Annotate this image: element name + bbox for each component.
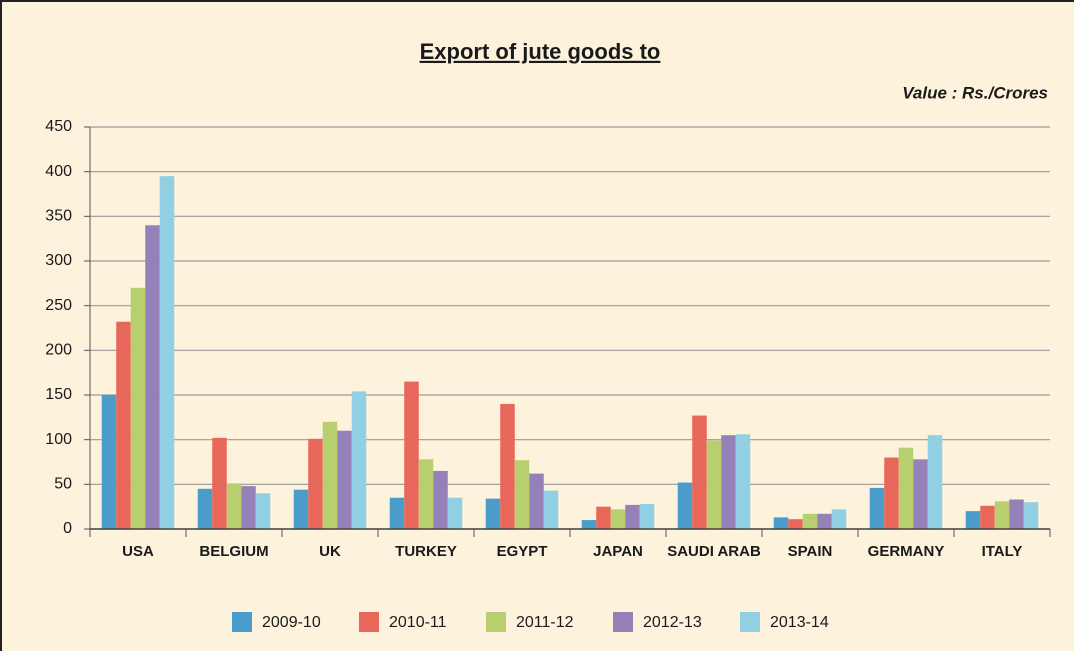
bar [721, 435, 736, 529]
x-tick-label: JAPAN [593, 543, 643, 560]
bar [913, 459, 928, 529]
y-tick-label: 450 [45, 118, 72, 135]
bar [130, 287, 146, 529]
bar [241, 486, 256, 529]
bar [308, 438, 323, 529]
legend-swatch [740, 612, 760, 632]
legend-swatch [613, 612, 633, 632]
y-tick-label: 350 [45, 208, 72, 225]
bar [337, 430, 352, 529]
y-tick-label: 300 [45, 252, 72, 269]
bar [994, 501, 1010, 529]
y-tick-label: 50 [54, 476, 72, 493]
legend-swatch [232, 612, 252, 632]
bar [735, 434, 751, 529]
y-tick-label: 100 [45, 431, 72, 448]
bar [788, 519, 803, 529]
bar [116, 321, 131, 529]
bar [514, 460, 530, 529]
legend-label: 2010-11 [389, 614, 447, 631]
bar [389, 497, 405, 529]
bar [1009, 499, 1024, 529]
bar [212, 437, 227, 529]
x-tick-label: TURKEY [395, 543, 457, 560]
bar [226, 483, 242, 529]
bar [817, 513, 832, 529]
bar [101, 395, 117, 529]
bar [197, 488, 213, 529]
bar [980, 505, 995, 529]
x-tick-label: ITALY [982, 543, 1023, 560]
x-tick-label: SAUDI ARAB [667, 543, 761, 560]
x-tick-label: GERMANY [868, 543, 945, 560]
bar [322, 421, 338, 529]
y-tick-label: 250 [45, 297, 72, 314]
legend-swatch [486, 612, 506, 632]
bar [255, 493, 271, 529]
y-tick-label: 0 [63, 520, 72, 537]
bar [351, 391, 367, 529]
bar [927, 435, 943, 529]
bar [773, 517, 789, 529]
y-tick-label: 200 [45, 342, 72, 359]
legend-swatch [359, 612, 379, 632]
bar [831, 509, 847, 529]
legend-label: 2012-13 [643, 614, 702, 631]
bar [145, 225, 160, 529]
bar [965, 511, 981, 529]
x-tick-label: BELGIUM [199, 543, 268, 560]
bar [529, 473, 544, 529]
bar [639, 503, 655, 529]
subtitle: Value : Rs./Crores [902, 83, 1048, 102]
bar [706, 440, 722, 529]
legend-label: 2013-14 [770, 614, 829, 631]
legend-label: 2009-10 [262, 614, 321, 631]
bar [500, 403, 515, 529]
bar [692, 415, 707, 529]
bar [581, 520, 597, 529]
bar [418, 459, 434, 529]
x-tick-label: SPAIN [788, 543, 833, 560]
bar [404, 381, 419, 529]
bar [625, 504, 640, 529]
x-tick-label: EGYPT [497, 543, 548, 560]
bar [159, 176, 175, 529]
bar [1023, 502, 1039, 529]
bar [869, 487, 885, 529]
bar [898, 447, 914, 529]
bar [485, 498, 501, 529]
bar [802, 513, 818, 529]
x-tick-label: UK [319, 543, 341, 560]
bar [610, 509, 626, 529]
bar [433, 470, 448, 529]
legend-label: 2011-12 [516, 614, 574, 631]
chart-title: Export of jute goods to [420, 39, 661, 64]
bar [596, 506, 611, 529]
y-tick-label: 400 [45, 163, 72, 180]
bar [293, 489, 309, 529]
bar [677, 482, 693, 529]
bar [447, 497, 463, 529]
bar [543, 490, 559, 529]
bar [884, 457, 899, 529]
x-tick-label: USA [122, 543, 154, 560]
y-tick-label: 150 [45, 386, 72, 403]
